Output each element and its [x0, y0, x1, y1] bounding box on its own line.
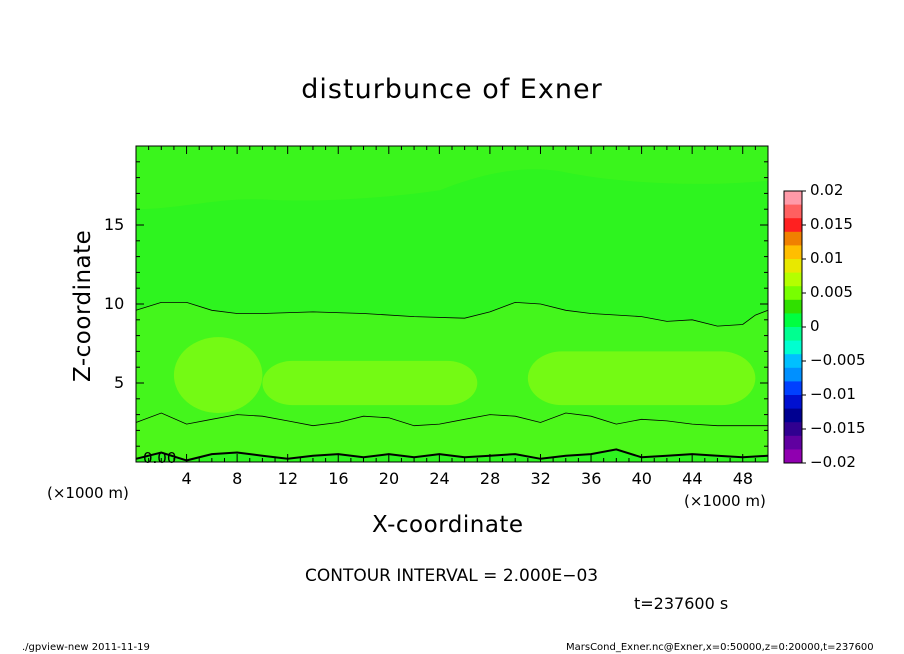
- y-tick-label: 10: [104, 294, 125, 313]
- colorbar-swatch: [784, 245, 802, 260]
- colorbar-swatch: [784, 272, 802, 287]
- x-tick-label: 12: [277, 469, 299, 488]
- colorbar-swatch: [784, 231, 802, 246]
- colorbar-swatch: [784, 449, 802, 464]
- field-blob-1: [173, 337, 263, 414]
- colorbar-swatch: [784, 340, 802, 355]
- colorbar-swatch: [784, 204, 802, 219]
- colorbar-tick-label: −0.01: [810, 385, 856, 403]
- x-tick-label: 20: [378, 469, 400, 488]
- time-stamp: t=237600 s: [634, 594, 729, 613]
- contour-line-zero: [135, 448, 769, 462]
- x-tick-label: 44: [682, 469, 703, 488]
- colorbar-swatch: [784, 218, 802, 233]
- x-tick-label: 48: [732, 469, 754, 488]
- colorbar-tick-label: −0.02: [810, 453, 856, 471]
- x-tick-label: 16: [328, 469, 349, 488]
- colorbar-swatch: [784, 395, 802, 410]
- contour-zero-label: 0.00: [143, 449, 177, 467]
- colorbar-tick-label: 0: [810, 317, 820, 335]
- field-blob-3: [527, 351, 756, 406]
- colorbar-swatch: [784, 313, 802, 328]
- x-tick-label: 8: [232, 469, 243, 488]
- y-axis-label-wrap: Z-coordinate: [70, 230, 222, 408]
- x-tick-label: 36: [581, 469, 602, 488]
- x-axis-unit-right: (×1000 m): [684, 492, 766, 510]
- colorbar-swatch: [784, 422, 802, 437]
- y-axis-label: Z-coordinate: [70, 229, 96, 382]
- colorbar-swatch: [784, 408, 802, 423]
- colorbar-swatch: [784, 354, 802, 369]
- colorbar-tick-label: −0.015: [810, 419, 866, 437]
- footer-right: MarsCond_Exner.nc@Exner,x=0:50000,z=0:20…: [566, 642, 874, 653]
- x-tick-label: 4: [181, 469, 192, 488]
- contour-interval: CONTOUR INTERVAL = 2.000E−03: [305, 566, 599, 586]
- y-tick-label: 15: [104, 215, 125, 234]
- colorbar-swatch: [784, 327, 802, 342]
- x-tick-label: 40: [631, 469, 652, 488]
- colorbar: [783, 190, 806, 464]
- colorbar-swatch: [784, 381, 802, 396]
- colorbar-swatch: [784, 299, 802, 314]
- field-top-blob: [136, 146, 768, 210]
- colorbar-tick-label: 0.015: [810, 215, 853, 233]
- colorbar-swatch: [784, 259, 802, 274]
- contour-field: [136, 146, 768, 462]
- x-tick-label: 32: [530, 469, 551, 488]
- x-axis-unit-left: (×1000 m): [47, 484, 129, 502]
- colorbar-swatch: [784, 367, 802, 382]
- x-axis-label: X-coordinate: [372, 512, 524, 538]
- colorbar-swatch: [784, 191, 802, 206]
- field-blob-2: [262, 360, 478, 406]
- colorbar-tick-label: −0.005: [810, 351, 866, 369]
- x-tick-label: 24: [429, 469, 450, 488]
- colorbar-swatch: [784, 435, 802, 450]
- chart-title: disturbunce of Exner: [301, 74, 603, 105]
- y-tick-label: 5: [114, 373, 125, 392]
- contour-lines: [135, 301, 769, 462]
- contour-line-lower: [135, 412, 768, 427]
- colorbar-tick-label: 0.02: [810, 181, 844, 199]
- x-tick-label: 28: [479, 469, 501, 488]
- contour-line-upper: [135, 301, 769, 327]
- colorbar-tick-label: 0.005: [810, 283, 853, 301]
- colorbar-swatch: [784, 286, 802, 301]
- colorbar-tick-label: 0.01: [810, 249, 844, 267]
- axis-ticks: [136, 146, 768, 462]
- footer-left: ./gpview-new 2011-11-19: [22, 642, 150, 653]
